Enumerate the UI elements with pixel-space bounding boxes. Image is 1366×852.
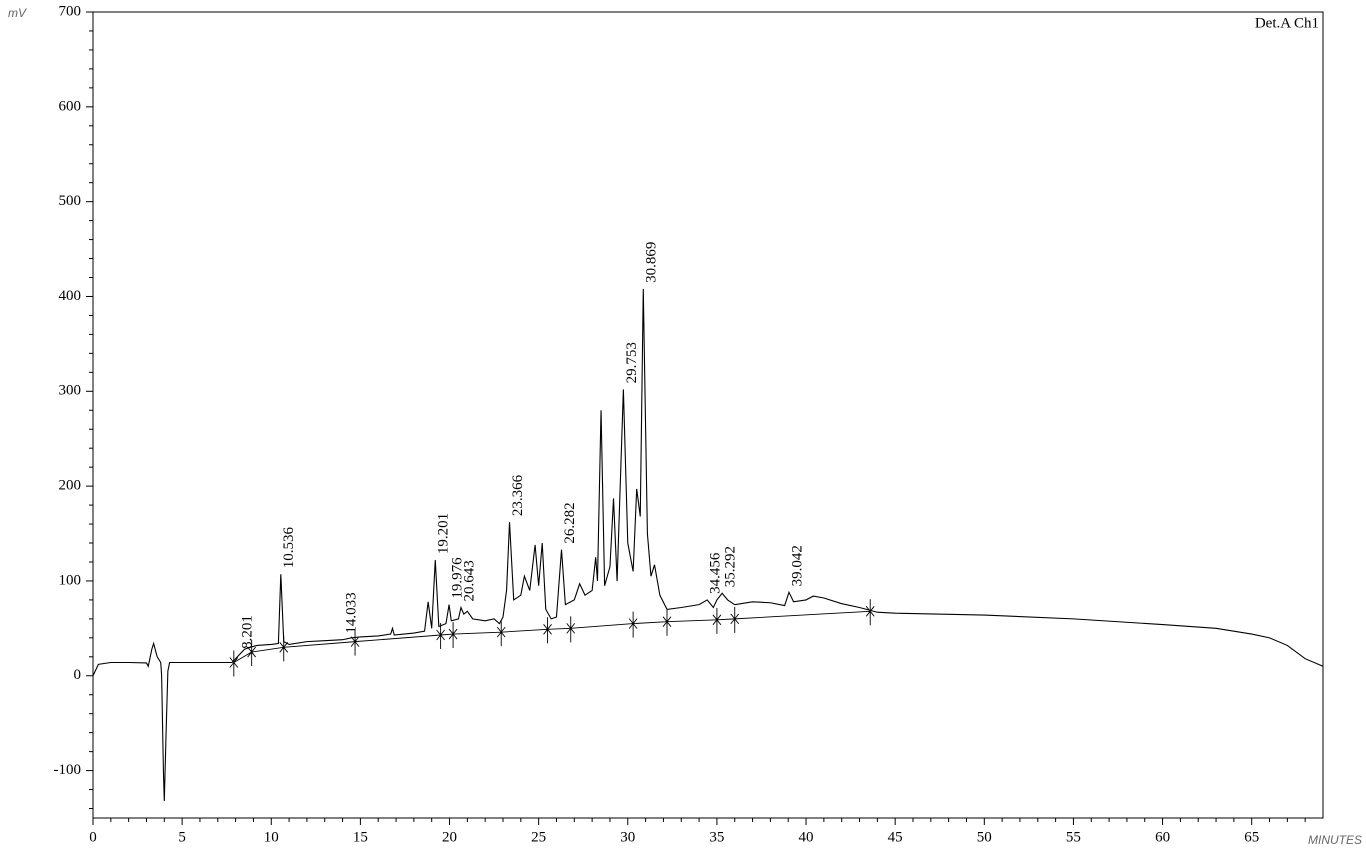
x-tick-label: 25 — [531, 829, 546, 845]
peak-label: 35.292 — [723, 546, 739, 587]
baseline-marker — [712, 607, 722, 634]
baseline — [233, 610, 871, 663]
peak-label: 8.201 — [240, 615, 256, 649]
x-tick-label: 30 — [620, 829, 635, 845]
x-tick-label: 55 — [1066, 829, 1081, 845]
peak-label: 34.456 — [708, 552, 724, 594]
x-tick-label: 65 — [1244, 829, 1259, 845]
y-tick-label: 500 — [59, 193, 82, 209]
y-axis-label: mV — [8, 6, 27, 20]
x-tick-label: 15 — [353, 829, 368, 845]
peak-label: 39.042 — [789, 545, 805, 586]
peak-label: 29.753 — [624, 342, 640, 383]
plot-frame — [92, 11, 1324, 819]
y-tick-label: 200 — [59, 478, 82, 494]
peak-label: 19.976 — [450, 557, 466, 599]
x-tick-label: 5 — [178, 829, 186, 845]
peak-label: 14.033 — [344, 592, 360, 633]
channel-label: Det.A Ch1 — [1255, 15, 1319, 31]
y-tick-label: 100 — [59, 572, 82, 588]
x-tick-label: 0 — [89, 829, 97, 845]
y-tick-label: 0 — [74, 667, 82, 683]
x-tick-label: 45 — [888, 829, 903, 845]
peak-label: 26.282 — [562, 502, 578, 543]
baseline-marker — [350, 629, 360, 656]
peak-label: 19.201 — [436, 513, 452, 554]
peak-label: 23.366 — [510, 474, 526, 516]
x-tick-label: 60 — [1155, 829, 1170, 845]
y-tick-label: 300 — [59, 383, 82, 399]
baseline-marker — [448, 622, 458, 649]
x-tick-label: 40 — [799, 829, 814, 845]
baseline-marker — [865, 599, 875, 626]
y-tick-label: -100 — [54, 762, 82, 778]
baseline-marker — [730, 606, 740, 633]
baseline-marker — [229, 650, 239, 677]
baseline-marker — [566, 616, 576, 643]
peak-label: 30.869 — [644, 242, 660, 283]
baseline-marker — [436, 622, 445, 649]
peak-label: 20.643 — [461, 560, 477, 601]
baseline-marker — [628, 611, 638, 638]
y-tick-label: 600 — [59, 98, 82, 114]
x-axis-label: MINUTES — [1308, 833, 1362, 847]
y-tick-label: 400 — [59, 288, 82, 304]
y-tick-label: 700 — [59, 3, 82, 19]
peak-label: 10.536 — [281, 527, 297, 569]
baseline-marker — [279, 635, 289, 662]
baseline-marker — [662, 609, 672, 636]
baseline-marker — [247, 640, 257, 667]
x-tick-label: 20 — [442, 829, 457, 845]
x-tick-label: 35 — [709, 829, 724, 845]
x-tick-label: 10 — [264, 829, 279, 845]
x-tick-label: 50 — [977, 829, 992, 845]
baseline-marker — [496, 620, 506, 647]
trace — [92, 288, 1324, 801]
baseline-marker — [543, 617, 552, 644]
